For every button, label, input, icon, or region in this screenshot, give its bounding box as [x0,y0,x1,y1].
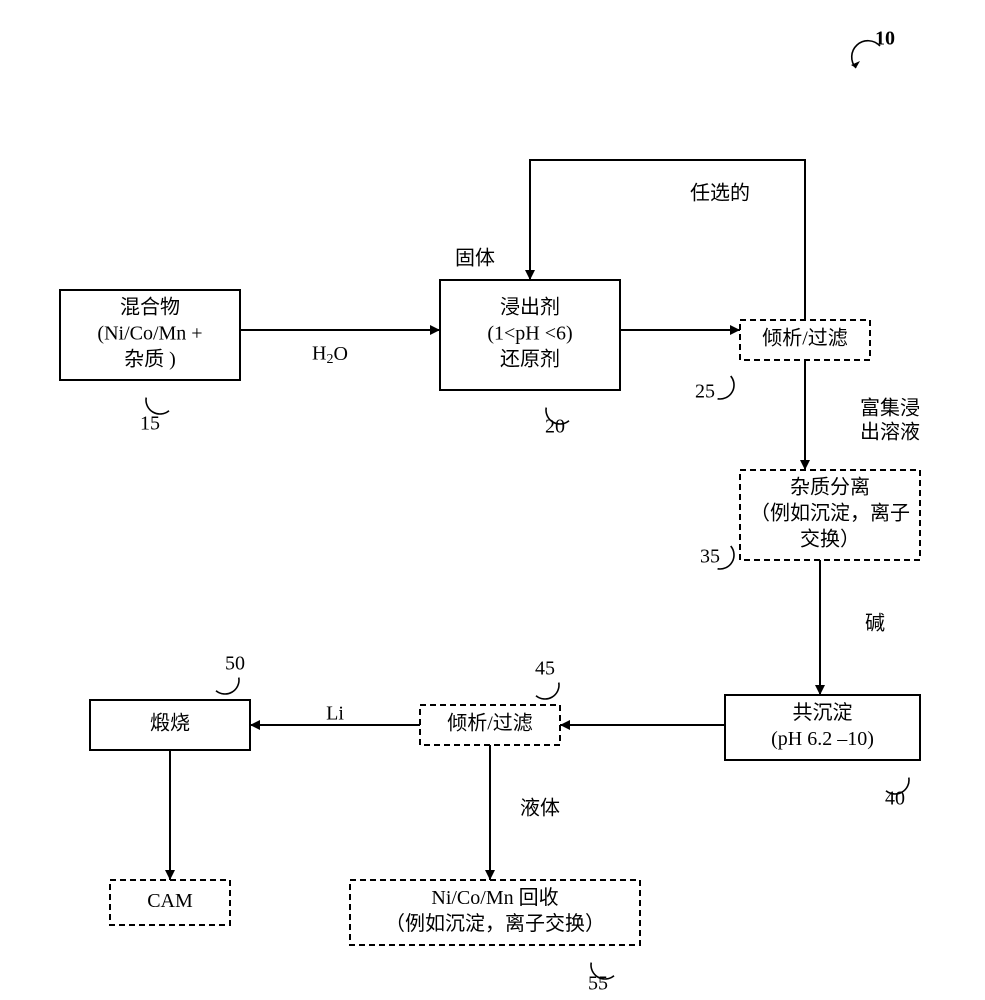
node-label: (Ni/Co/Mn + [97,323,202,345]
node-label: CAM [147,890,193,912]
ref-number: 40 [885,788,905,810]
ref-number: 20 [545,416,565,438]
flowchart-canvas: 混合物 (Ni/Co/Mn + 杂质 ) 15 浸出剂 (1<pH <6) 还原剂 20 倾析… [0,0,985,1000]
edge-label-solid: 固体 [455,247,495,270]
ref-hook [718,546,734,569]
node-n35: 杂质分离 （例如沉淀，离子交换） [740,470,920,560]
edge-label: 富集浸 [860,397,920,420]
edge-label: H2O [312,343,348,368]
ref-number: 10 [875,28,895,50]
node-n20: 浸出剂 (1<pH <6) 还原剂 [440,280,620,390]
node-label: 煅烧 [150,712,190,735]
edge-label: 碱 [865,612,885,635]
edge-label: Li [326,703,344,725]
node-n40: 共沉淀 (pH 6.2 –10) [725,695,920,760]
ref-hook [536,683,559,699]
node-label: 杂质 ) [124,348,176,371]
edge-label: 液体 [520,797,560,820]
node-n50: 煅烧 [90,700,250,750]
ref-hook [216,678,239,694]
node-n45: 倾析/过滤 [420,705,560,745]
node-label: 倾析/过滤 [762,327,848,350]
node-label: (1<pH <6) [487,323,572,345]
edge-label: 出溶液 [860,421,920,444]
node-label: Ni/Co/Mn 回收 [431,886,558,909]
node-label: （例如沉淀，离子 [750,502,910,525]
ref-number: 15 [140,413,160,435]
node-n55: Ni/Co/Mn 回收 （例如沉淀，离子交换） [350,880,640,945]
node-label: 浸出剂 [500,296,560,319]
node-nCAM: CAM [110,880,230,925]
ref-hook [146,398,169,414]
node-label: 倾析/过滤 [447,712,533,735]
ref-number: 55 [588,973,608,995]
node-label: 杂质分离 [790,476,870,499]
node-n25: 倾析/过滤 [740,320,870,360]
node-label: 混合物 [120,296,180,319]
node-n15: 混合物 (Ni/Co/Mn + 杂质 ) [60,290,240,380]
node-label: （例如沉淀，离子交换） [385,912,605,935]
node-label: (pH 6.2 –10) [771,728,874,750]
ref-number: 35 [700,546,720,568]
ref-hook [718,376,734,399]
node-label: 交换） [800,528,860,551]
node-label: 还原剂 [500,348,560,371]
feedback-edge [530,160,805,320]
ref-number: 45 [535,658,555,680]
edge-label-optional: 任选的 [690,182,750,205]
node-label: 共沉淀 [793,701,853,724]
ref-number: 25 [695,381,715,403]
ref-number: 50 [225,653,245,675]
